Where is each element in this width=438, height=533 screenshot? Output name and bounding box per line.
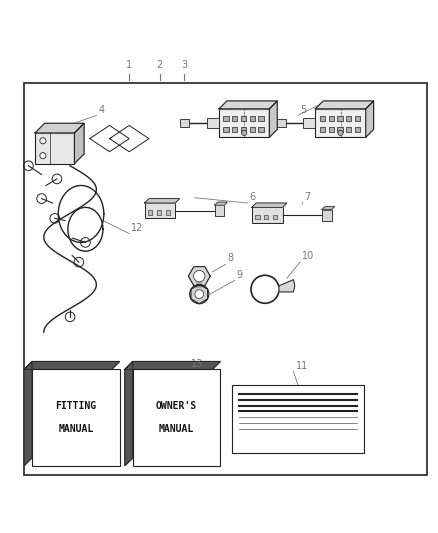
Polygon shape [188,266,210,286]
FancyBboxPatch shape [207,118,219,128]
Text: 4: 4 [99,104,105,115]
FancyBboxPatch shape [315,109,366,138]
FancyBboxPatch shape [258,127,264,132]
Text: 9: 9 [237,270,243,280]
Text: 10: 10 [302,251,314,261]
FancyBboxPatch shape [250,127,255,132]
FancyBboxPatch shape [328,127,334,132]
Polygon shape [279,280,295,292]
FancyBboxPatch shape [223,127,229,132]
FancyBboxPatch shape [157,211,161,215]
Text: 12: 12 [131,223,144,233]
FancyBboxPatch shape [232,127,237,132]
Circle shape [194,270,205,282]
FancyBboxPatch shape [215,205,224,216]
Polygon shape [215,202,227,205]
FancyBboxPatch shape [196,285,202,295]
Text: 8: 8 [228,253,234,263]
FancyBboxPatch shape [320,127,325,132]
FancyBboxPatch shape [303,118,315,128]
FancyBboxPatch shape [145,203,175,219]
FancyBboxPatch shape [355,127,360,132]
Bar [24,83,427,474]
FancyBboxPatch shape [232,116,237,121]
Polygon shape [35,123,84,133]
Text: FITTING: FITTING [55,401,96,411]
Text: 5: 5 [300,104,306,115]
Polygon shape [322,206,335,209]
FancyBboxPatch shape [219,109,269,138]
Text: 7: 7 [304,192,311,202]
Text: OWNER'S: OWNER'S [156,401,197,411]
Text: 13: 13 [191,359,203,368]
FancyBboxPatch shape [32,369,120,466]
Polygon shape [24,361,120,369]
Polygon shape [125,361,220,369]
Text: 2: 2 [157,60,163,70]
FancyBboxPatch shape [252,207,283,223]
Polygon shape [252,203,287,207]
Polygon shape [219,101,277,109]
FancyBboxPatch shape [346,116,351,121]
Circle shape [195,290,204,298]
FancyBboxPatch shape [277,119,286,127]
FancyBboxPatch shape [148,211,152,215]
FancyBboxPatch shape [35,133,74,164]
FancyBboxPatch shape [133,369,220,466]
FancyBboxPatch shape [250,116,255,121]
FancyBboxPatch shape [355,116,360,121]
FancyBboxPatch shape [273,215,277,219]
FancyBboxPatch shape [264,215,268,219]
Polygon shape [125,361,133,466]
FancyBboxPatch shape [258,116,264,121]
FancyBboxPatch shape [328,116,334,121]
Circle shape [242,130,247,135]
Text: 11: 11 [296,361,308,371]
FancyBboxPatch shape [346,127,351,132]
FancyBboxPatch shape [223,116,229,121]
FancyBboxPatch shape [320,116,325,121]
FancyBboxPatch shape [337,116,343,121]
FancyBboxPatch shape [322,209,332,221]
Text: 1: 1 [126,60,132,70]
Polygon shape [74,123,84,164]
Text: MANUAL: MANUAL [58,424,93,434]
Polygon shape [366,101,374,138]
Polygon shape [269,101,277,138]
FancyBboxPatch shape [255,215,260,219]
Text: 3: 3 [181,60,187,70]
Polygon shape [315,101,374,109]
FancyBboxPatch shape [337,127,343,132]
FancyBboxPatch shape [241,127,246,132]
FancyBboxPatch shape [241,116,246,121]
FancyBboxPatch shape [166,211,170,215]
FancyBboxPatch shape [232,385,364,453]
FancyBboxPatch shape [180,119,189,127]
Text: 6: 6 [250,192,256,202]
Circle shape [338,130,343,135]
Circle shape [40,152,46,159]
Circle shape [40,138,46,144]
Polygon shape [145,199,180,203]
Polygon shape [24,361,32,466]
Circle shape [190,285,209,304]
Text: MANUAL: MANUAL [159,424,194,434]
